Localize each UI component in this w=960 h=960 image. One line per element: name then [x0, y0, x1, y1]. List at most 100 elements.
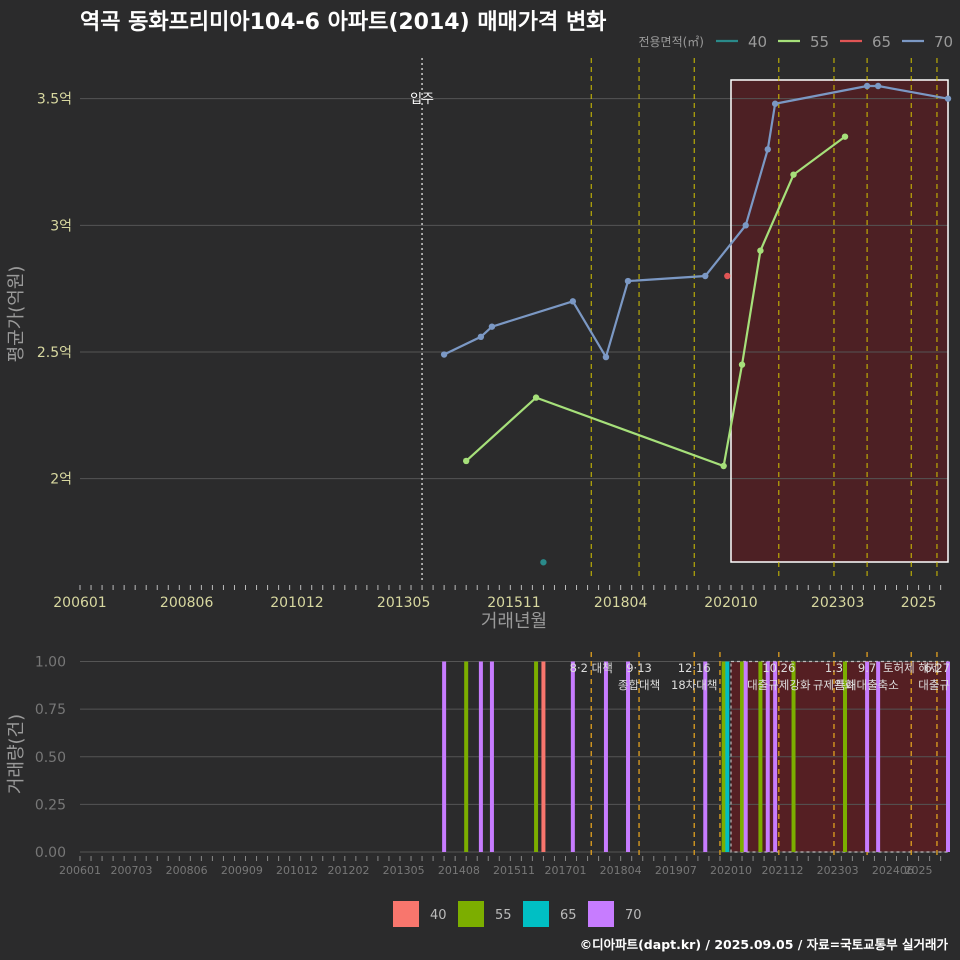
x-tick-label-bottom: 2025 — [905, 864, 933, 877]
volume-bar-70 — [773, 661, 778, 852]
data-point-70 — [702, 272, 709, 280]
y-axis-title: 평균가(억원) — [6, 266, 27, 363]
legend-label-70: 70 — [934, 33, 953, 51]
x-tick-label-bottom: 201408 — [438, 864, 480, 877]
data-point-55 — [841, 133, 849, 140]
legend-label-65: 65 — [872, 33, 891, 51]
volume-bar-70 — [626, 661, 631, 852]
volume-bar-70 — [570, 661, 575, 852]
x-tick-label-bottom: 200703 — [110, 864, 152, 877]
x-tick-label-bottom: 201804 — [600, 864, 642, 877]
data-point-70 — [764, 146, 771, 153]
volume-bar-70 — [442, 661, 447, 852]
data-point-70 — [488, 323, 496, 330]
policy-annotation: 9·13 — [626, 661, 652, 675]
x-tick-label-bottom: 202406 — [872, 864, 914, 877]
y-tick-label-bottom: 1.00 — [35, 655, 66, 671]
x-tick-label-bottom: 202010 — [710, 864, 752, 877]
x-tick-label-bottom: 202303 — [817, 864, 859, 877]
volume-bar-70 — [603, 661, 608, 852]
data-point-70 — [624, 277, 632, 285]
data-point-70 — [874, 82, 882, 90]
data-point-70 — [771, 100, 779, 107]
x-tick-label: 201305 — [377, 595, 430, 611]
x-tick-label-bottom: 200909 — [221, 864, 263, 877]
volume-bar-70 — [765, 661, 770, 852]
legend-label-bottom-40: 40 — [430, 908, 447, 923]
x-tick-label-bottom: 201202 — [327, 864, 369, 877]
volume-bar-70 — [478, 661, 483, 852]
data-point-70 — [944, 95, 952, 102]
policy-annotation: 특례대출축소 — [835, 678, 898, 692]
legend-key-bottom-40 — [393, 901, 419, 927]
policy-annotation: 12·16 — [678, 661, 711, 675]
policy-annotation: 18차대책 — [671, 678, 717, 692]
volume-bar-55 — [843, 661, 848, 852]
policy-annotation: 1.3 — [825, 661, 843, 675]
policy-annotation: 종합대책 — [618, 678, 660, 692]
y-tick-label-bottom: 0.75 — [35, 702, 66, 718]
data-point-70 — [477, 333, 485, 340]
policy-annotation: 토허제 해제 — [883, 661, 940, 675]
policy-annotation: 10.26 — [762, 661, 795, 675]
x-tick-label-bottom: 201907 — [655, 864, 697, 877]
volume-bar-70 — [876, 661, 881, 852]
legend-key-bottom-65 — [523, 901, 549, 927]
legend-label-bottom-55: 55 — [495, 908, 512, 923]
x-tick-label-bottom: 200806 — [166, 864, 208, 877]
data-point-70 — [742, 222, 749, 229]
volume-bar-55 — [740, 661, 745, 852]
y-tick-label: 2억 — [50, 472, 72, 488]
volume-bar-55 — [534, 661, 539, 852]
highlight-border — [730, 79, 949, 563]
y-axis-title-bottom: 거래량(건) — [6, 714, 27, 794]
volume-bar-55 — [758, 661, 763, 852]
chart-title: 역곡 동화프리미아104-6 아파트(2014) 매매가격 변화 — [80, 10, 607, 35]
data-point-70 — [863, 82, 871, 90]
footer-credit: ©디아파트(dapt.kr) / 2025.09.05 / 자료=국토교통부 실… — [579, 937, 948, 952]
x-tick-label: 201012 — [270, 595, 323, 611]
x-tick-label: 200806 — [160, 595, 214, 611]
x-tick-label-bottom: 200601 — [59, 864, 101, 877]
policy-annotation: 9.7 — [858, 661, 876, 675]
volume-bar-55 — [464, 661, 469, 852]
legend-label-55: 55 — [810, 33, 829, 51]
volume-bar-70 — [703, 661, 708, 852]
volume-bar-70 — [946, 661, 950, 852]
data-point-55 — [790, 171, 797, 178]
data-point-70 — [569, 298, 577, 305]
policy-annotation: 대출규제강화 — [747, 678, 811, 692]
volume-bar-55 — [791, 661, 796, 852]
policy-annotation: 8·2 대책 — [570, 661, 613, 675]
x-tick-label: 202303 — [811, 595, 864, 611]
data-point-70 — [602, 353, 610, 361]
legend-label-40: 40 — [748, 33, 767, 51]
x-tick-label: 202010 — [704, 595, 757, 611]
legend-title: 전용면적(㎡) — [638, 35, 704, 49]
data-point-55 — [757, 247, 764, 254]
y-tick-label: 3억 — [50, 218, 72, 234]
policy-annotation: 6.27 — [924, 661, 950, 675]
y-tick-label-bottom: 0.50 — [35, 750, 66, 766]
legend-label-bottom-70: 70 — [625, 908, 642, 923]
x-tick-label-bottom: 201012 — [276, 864, 318, 877]
volume-bar-40 — [541, 661, 546, 852]
legend-key-bottom-70 — [588, 901, 614, 927]
volume-bar-70 — [743, 661, 748, 852]
x-tick-label: 200601 — [53, 595, 106, 611]
data-point-55 — [720, 462, 727, 470]
volume-bar-65 — [725, 661, 730, 852]
volume-bar-70 — [489, 661, 494, 852]
x-tick-label-bottom: 201701 — [544, 864, 586, 877]
y-tick-label-bottom: 0.00 — [35, 845, 66, 861]
data-point-70 — [440, 351, 448, 358]
x-tick-label: 201804 — [594, 595, 648, 611]
y-tick-label: 2.5억 — [37, 345, 72, 361]
data-point-65 — [724, 272, 731, 280]
volume-bar-70 — [865, 661, 870, 852]
data-point-55 — [532, 394, 540, 401]
y-tick-label-bottom: 0.25 — [35, 797, 66, 813]
x-tick-label-bottom: 201511 — [493, 864, 535, 877]
